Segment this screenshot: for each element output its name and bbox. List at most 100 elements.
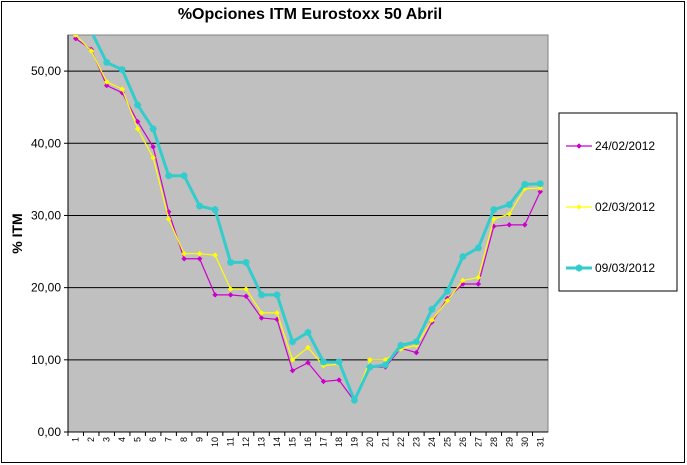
x-tick-labels: 1 2 3 4 5 6 7 8 9 10 11 12 13 14 15 16 17 18 19 20 21 22 23 24 2… [67,432,545,447]
data-point [274,310,280,316]
data-point [181,250,187,257]
x-tick-label: 15 [288,437,298,447]
data-point [490,216,497,222]
x-tick-label: 27 [473,437,483,447]
data-point [149,125,157,133]
data-point [537,185,544,191]
x-tick-label: 13 [257,437,267,447]
data-point [536,180,544,188]
legend-item: 02/03/2012 [566,200,655,214]
x-tick-label: 17 [318,437,328,447]
data-point [305,344,311,351]
y-tick-label: 20,00 [31,281,61,295]
data-point [459,277,466,284]
x-tick-label: 11 [226,437,236,446]
x-tick-label: 26 [458,437,468,447]
data-point [134,125,141,132]
chart-title: %Opciones ITM Eurostoxx 50 Abril [177,6,443,23]
data-point [103,79,110,85]
gridlines [64,70,548,433]
legend-item: 09/03/2012 [566,261,655,275]
data-point [103,58,111,66]
data-point [227,258,235,266]
x-tick-label: 10 [210,437,220,447]
data-point [150,144,157,150]
data-point [289,338,297,346]
data-point [118,66,126,74]
x-tick-label: 22 [396,437,406,447]
y-tick-label: 0,00 [38,425,62,439]
x-tick-label: 18 [334,437,344,447]
y-tick-label: 30,00 [31,208,61,222]
data-point [273,291,281,299]
data-point [475,281,482,287]
data-point [196,202,204,210]
data-point [227,286,234,292]
data-point [258,291,266,299]
x-tick-label: 20 [365,437,375,447]
data-point [429,317,435,323]
data-point [165,216,172,222]
data-point [196,255,203,262]
x-tick-label: 12 [241,437,251,447]
data-point [119,86,126,92]
data-point [366,363,374,371]
y-axis-label: % ITM [9,213,25,253]
data-point [412,338,420,346]
y-tick-label: 10,00 [31,353,61,367]
series-3 [72,21,544,404]
data-point [459,253,467,261]
data-point [196,250,203,257]
data-point [180,172,188,180]
data-point [134,118,141,125]
data-point [212,252,218,259]
x-tick-label: 19 [349,437,359,447]
x-tick-label: 24 [427,437,437,447]
axes [67,35,548,433]
data-point [289,356,296,363]
data-point [258,310,265,316]
data-point [88,48,95,54]
data-point [444,297,451,304]
legend-box [558,112,678,292]
data-point [576,204,582,210]
legend-label: 24/02/2012 [595,139,655,153]
x-tick-label: 6 [148,437,158,442]
data-point [506,211,513,217]
x-tick-label: 29 [504,437,514,447]
x-tick-label: 28 [489,437,499,447]
y-tick-label: 50,00 [31,64,61,78]
data-point [335,358,343,366]
y-tick-labels: 0,00 10,00 20,00 30,00 40,00 50,00 [31,64,61,439]
legend-item: 24/02/2012 [566,139,655,153]
data-point [88,28,95,35]
data-point [521,221,528,228]
x-tick-label: 31 [535,437,545,447]
data-point [397,341,405,349]
data-point [381,361,389,369]
data-point [242,258,250,266]
data-point [490,206,498,214]
series-group [72,21,544,404]
data-point [72,21,79,28]
data-point [181,255,187,262]
data-point [165,172,173,180]
x-tick-label: 9 [195,437,205,442]
data-point [227,292,234,298]
data-point [521,180,529,188]
x-tick-label: 3 [102,437,112,442]
x-tick-label: 25 [442,437,452,447]
y-tick-label: 40,00 [31,136,61,150]
data-point [367,356,373,363]
x-tick-label: 5 [133,437,143,442]
legend-label: 09/03/2012 [595,261,655,275]
data-point [243,286,249,292]
legend: 24/02/2012 02/03/2012 09/03/2012 [558,112,678,292]
data-point [103,82,110,89]
data-point [506,221,513,228]
data-point [319,358,327,366]
data-point [537,188,544,195]
data-point [134,101,142,109]
data-point [576,143,582,149]
